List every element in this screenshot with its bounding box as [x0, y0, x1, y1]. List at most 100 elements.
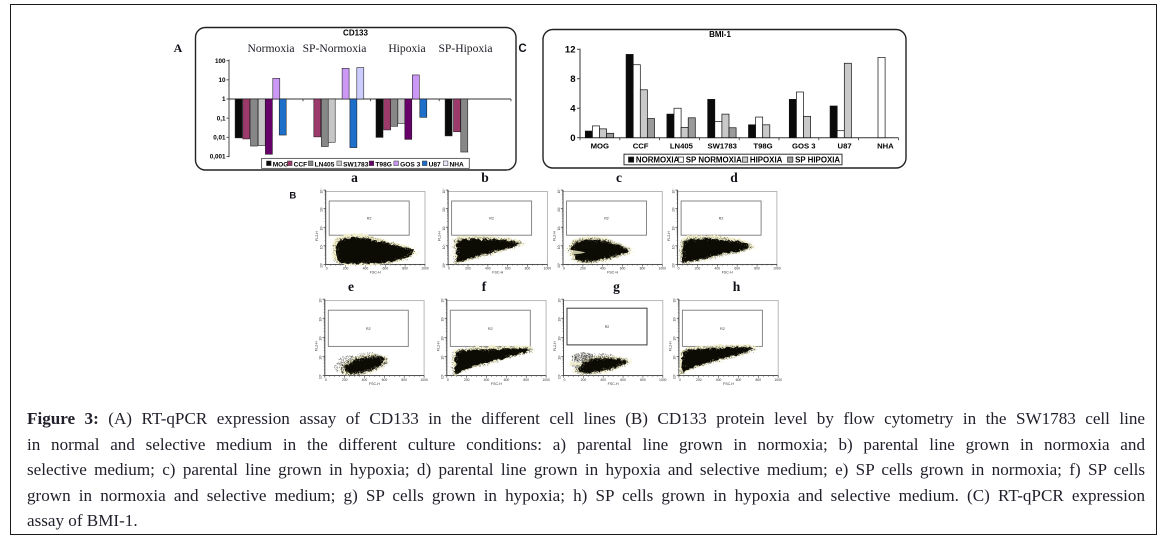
svg-text:100: 100: [215, 58, 226, 65]
svg-text:R2: R2: [367, 217, 372, 221]
svg-text:g: g: [613, 279, 620, 294]
svg-text:400: 400: [484, 378, 490, 382]
svg-text:C: C: [518, 43, 526, 55]
svg-text:FSC-H: FSC-H: [492, 271, 503, 275]
svg-text:LN405: LN405: [315, 161, 335, 168]
svg-text:10¹: 10¹: [671, 244, 675, 249]
svg-text:HIPOXIA: HIPOXIA: [750, 156, 783, 165]
svg-text:FL2-H: FL2-H: [668, 341, 672, 351]
svg-text:R2: R2: [604, 217, 609, 221]
svg-text:600: 600: [620, 267, 626, 271]
svg-text:0,01: 0,01: [213, 135, 226, 142]
svg-text:600: 600: [734, 267, 740, 271]
svg-text:10¹: 10¹: [673, 355, 677, 360]
svg-text:FSC-H: FSC-H: [607, 271, 618, 275]
svg-text:f: f: [482, 279, 487, 294]
svg-text:0,001: 0,001: [210, 154, 226, 161]
svg-text:800: 800: [755, 378, 761, 382]
svg-text:FL2-H: FL2-H: [314, 341, 318, 351]
svg-text:10⁰: 10⁰: [319, 373, 323, 379]
svg-text:600: 600: [620, 378, 626, 382]
svg-text:R2: R2: [488, 327, 493, 331]
svg-text:10⁴: 10⁴: [673, 297, 677, 303]
svg-text:b: b: [481, 170, 489, 185]
svg-text:800: 800: [754, 267, 760, 271]
svg-text:MOG: MOG: [273, 161, 289, 168]
svg-text:T98G: T98G: [375, 161, 392, 168]
svg-text:10: 10: [218, 77, 226, 84]
svg-text:U87: U87: [429, 161, 441, 168]
svg-text:800: 800: [640, 378, 646, 382]
svg-text:FL2-H: FL2-H: [667, 231, 671, 241]
svg-text:0: 0: [325, 378, 327, 382]
svg-text:CD133: CD133: [343, 29, 368, 38]
svg-text:1000: 1000: [544, 267, 552, 271]
svg-text:600: 600: [505, 267, 511, 271]
svg-text:10¹: 10¹: [557, 244, 561, 249]
svg-text:10⁰: 10⁰: [557, 262, 561, 268]
svg-text:FSC-H: FSC-H: [369, 382, 380, 386]
svg-text:400: 400: [485, 267, 491, 271]
svg-text:200: 200: [464, 378, 470, 382]
svg-text:10⁰: 10⁰: [320, 262, 324, 268]
svg-text:200: 200: [696, 378, 702, 382]
svg-text:4: 4: [570, 103, 576, 114]
svg-text:400: 400: [716, 378, 722, 382]
svg-text:0: 0: [679, 378, 681, 382]
svg-text:0: 0: [447, 378, 449, 382]
svg-text:200: 200: [342, 378, 348, 382]
svg-text:10⁰: 10⁰: [671, 262, 675, 268]
svg-text:LN405: LN405: [670, 141, 694, 150]
svg-text:GOS 3: GOS 3: [792, 141, 816, 150]
svg-text:0,1: 0,1: [217, 115, 226, 122]
svg-text:400: 400: [600, 378, 606, 382]
svg-text:SP-Hipoxia: SP-Hipoxia: [438, 42, 492, 55]
svg-text:10⁴: 10⁴: [319, 297, 323, 303]
svg-text:FSC-H: FSC-H: [722, 271, 733, 275]
svg-text:10¹: 10¹: [557, 355, 561, 360]
svg-text:10²: 10²: [441, 336, 445, 341]
svg-text:NORMOXIA: NORMOXIA: [636, 156, 680, 165]
svg-text:SW1783: SW1783: [343, 161, 369, 168]
svg-text:1: 1: [222, 96, 226, 103]
svg-text:200: 200: [343, 267, 349, 271]
svg-text:FSC-H: FSC-H: [491, 382, 502, 386]
svg-text:10⁴: 10⁴: [557, 188, 561, 194]
svg-text:1000: 1000: [774, 378, 782, 382]
svg-text:200: 200: [465, 267, 471, 271]
svg-text:800: 800: [523, 378, 529, 382]
svg-text:10⁰: 10⁰: [673, 373, 677, 379]
svg-text:10³: 10³: [319, 317, 323, 322]
svg-text:FL2-H: FL2-H: [315, 231, 319, 241]
svg-text:e: e: [348, 279, 354, 294]
svg-text:FL2-H: FL2-H: [553, 341, 557, 351]
svg-text:10³: 10³: [557, 207, 561, 212]
svg-text:B: B: [289, 191, 296, 202]
svg-text:10⁴: 10⁴: [442, 188, 446, 194]
svg-text:0: 0: [564, 378, 566, 382]
svg-text:SW1783: SW1783: [707, 141, 737, 150]
svg-text:10⁰: 10⁰: [442, 262, 446, 268]
svg-text:FL2-H: FL2-H: [436, 341, 440, 351]
svg-text:10²: 10²: [319, 336, 323, 341]
svg-text:10⁰: 10⁰: [557, 373, 561, 379]
svg-text:600: 600: [382, 378, 388, 382]
svg-text:FL2-H: FL2-H: [552, 231, 556, 241]
svg-text:CCF: CCF: [294, 161, 308, 168]
svg-text:SP NORMOXIA: SP NORMOXIA: [686, 156, 742, 165]
svg-text:400: 400: [714, 267, 720, 271]
svg-text:10⁴: 10⁴: [441, 297, 445, 303]
svg-text:400: 400: [362, 378, 368, 382]
svg-text:1000: 1000: [420, 378, 428, 382]
svg-text:R2: R2: [720, 327, 725, 331]
svg-text:400: 400: [363, 267, 369, 271]
svg-text:h: h: [733, 279, 741, 294]
svg-text:Normoxia: Normoxia: [247, 42, 294, 55]
svg-text:1000: 1000: [659, 378, 667, 382]
svg-text:600: 600: [504, 378, 510, 382]
svg-text:12: 12: [565, 45, 576, 56]
svg-text:SP-Normoxia: SP-Normoxia: [303, 42, 367, 55]
svg-text:R2: R2: [719, 217, 724, 221]
svg-text:BMI-1: BMI-1: [709, 30, 731, 39]
svg-text:10²: 10²: [557, 336, 561, 341]
